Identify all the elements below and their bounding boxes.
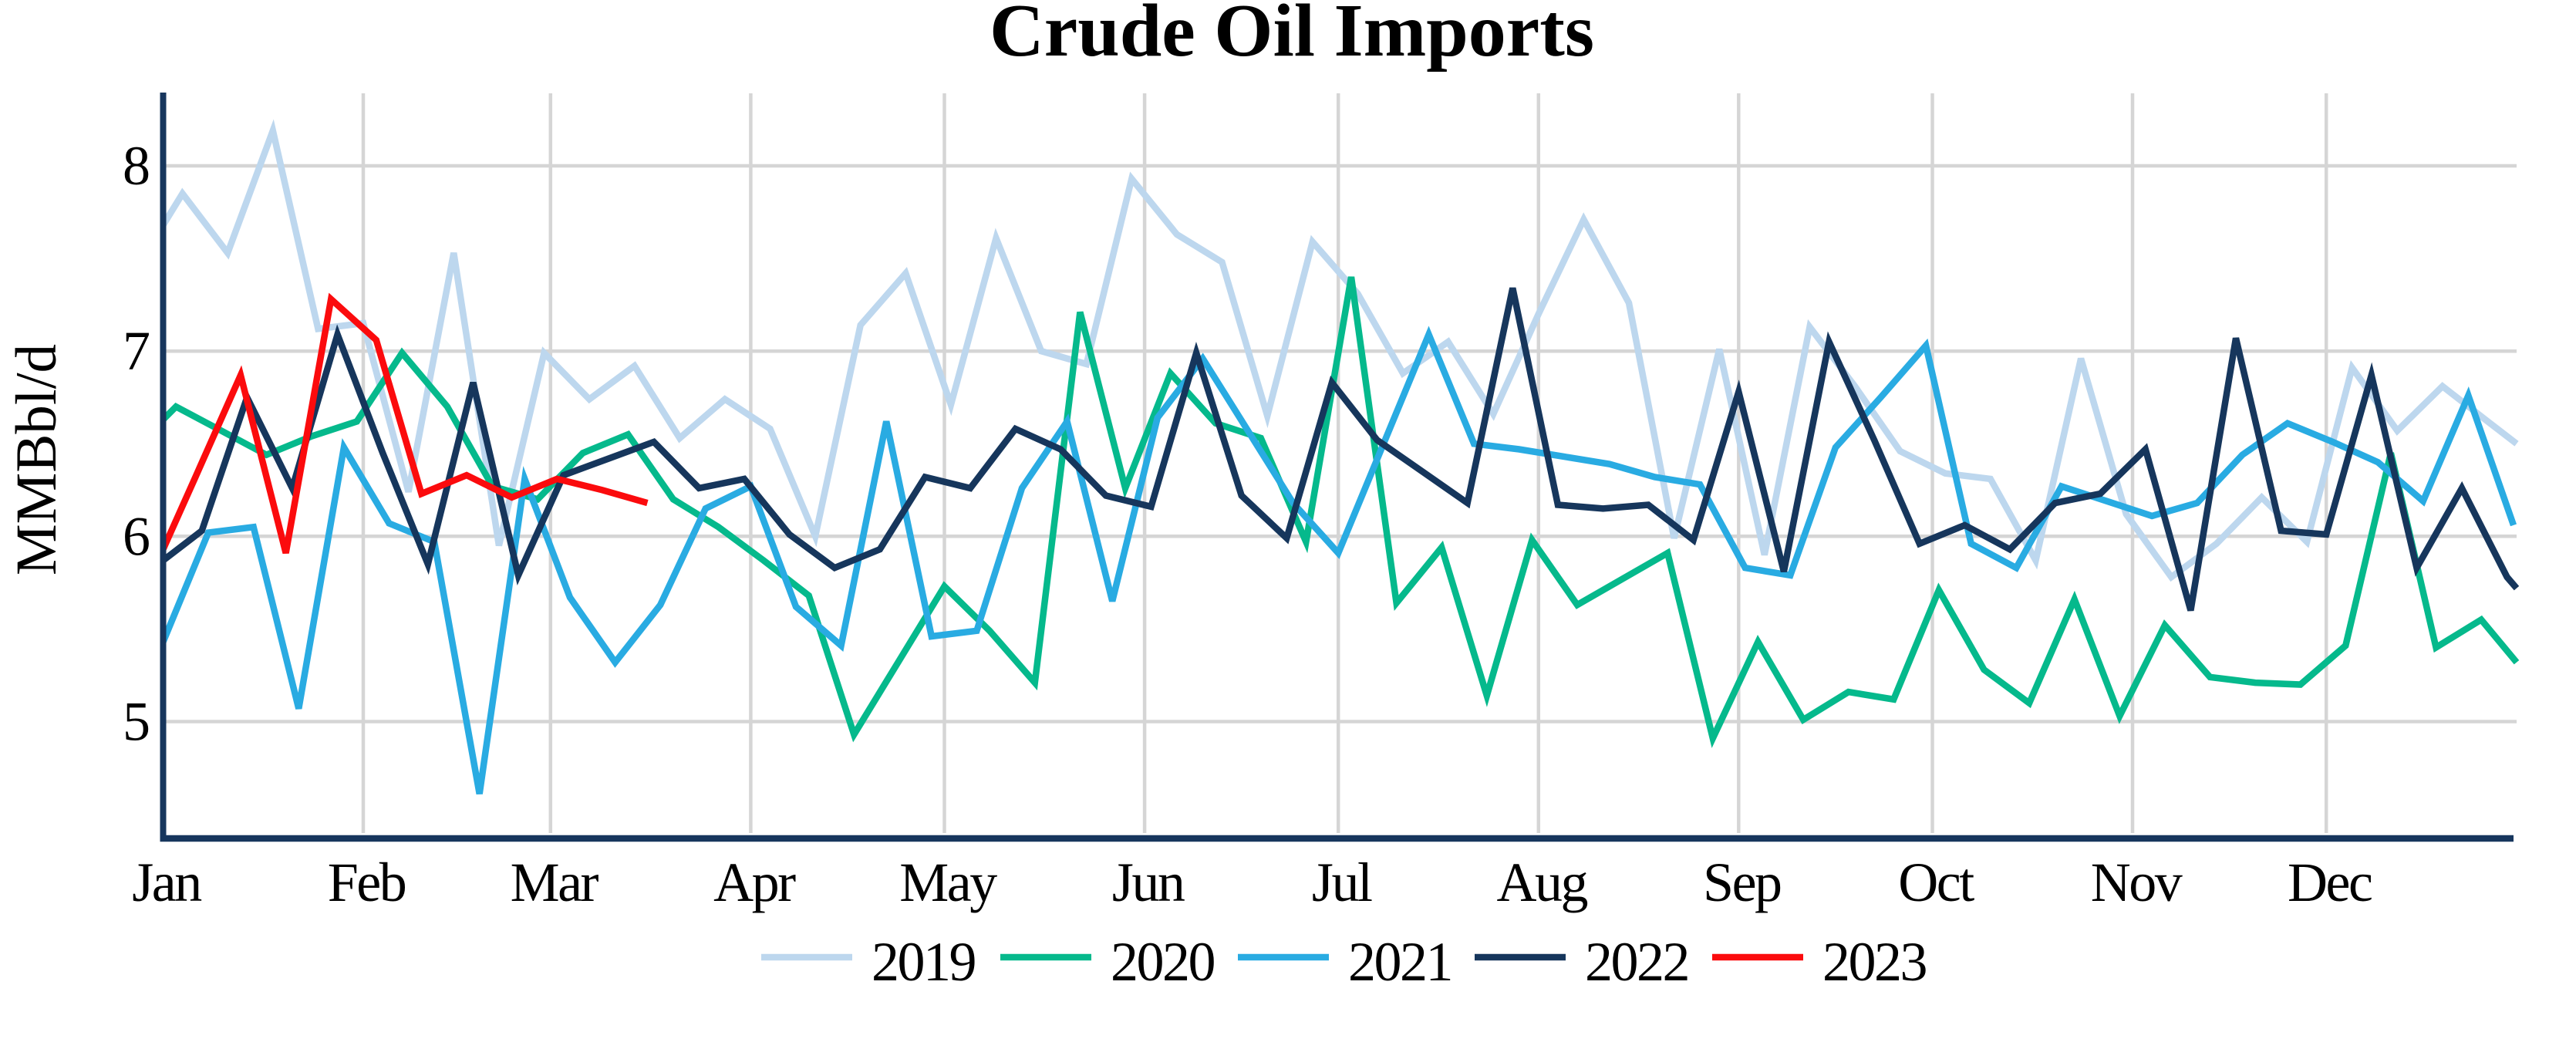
svg-text:Apr: Apr bbox=[713, 852, 796, 913]
svg-text:2019: 2019 bbox=[872, 931, 976, 993]
svg-text:2020: 2020 bbox=[1111, 931, 1215, 993]
svg-text:Oct: Oct bbox=[1898, 852, 1974, 913]
svg-text:7: 7 bbox=[123, 320, 150, 382]
svg-text:Sep: Sep bbox=[1703, 852, 1781, 913]
svg-text:Jan: Jan bbox=[132, 852, 201, 913]
svg-text:Mar: Mar bbox=[511, 852, 599, 913]
svg-text:5: 5 bbox=[123, 691, 150, 753]
svg-text:Dec: Dec bbox=[2288, 852, 2372, 913]
svg-text:Jun: Jun bbox=[1112, 852, 1185, 913]
svg-text:6: 6 bbox=[123, 505, 150, 567]
svg-text:8: 8 bbox=[123, 135, 150, 197]
svg-text:2023: 2023 bbox=[1822, 931, 1927, 993]
svg-text:Jul: Jul bbox=[1312, 852, 1372, 913]
svg-text:MMBbl/d: MMBbl/d bbox=[5, 344, 69, 575]
svg-text:2022: 2022 bbox=[1585, 931, 1688, 993]
svg-text:Crude Oil Imports: Crude Oil Imports bbox=[990, 0, 1594, 73]
svg-text:May: May bbox=[899, 852, 997, 913]
svg-text:Aug: Aug bbox=[1497, 852, 1588, 913]
svg-text:Nov: Nov bbox=[2091, 852, 2183, 913]
svg-text:2021: 2021 bbox=[1348, 931, 1452, 993]
svg-text:Feb: Feb bbox=[328, 852, 406, 913]
